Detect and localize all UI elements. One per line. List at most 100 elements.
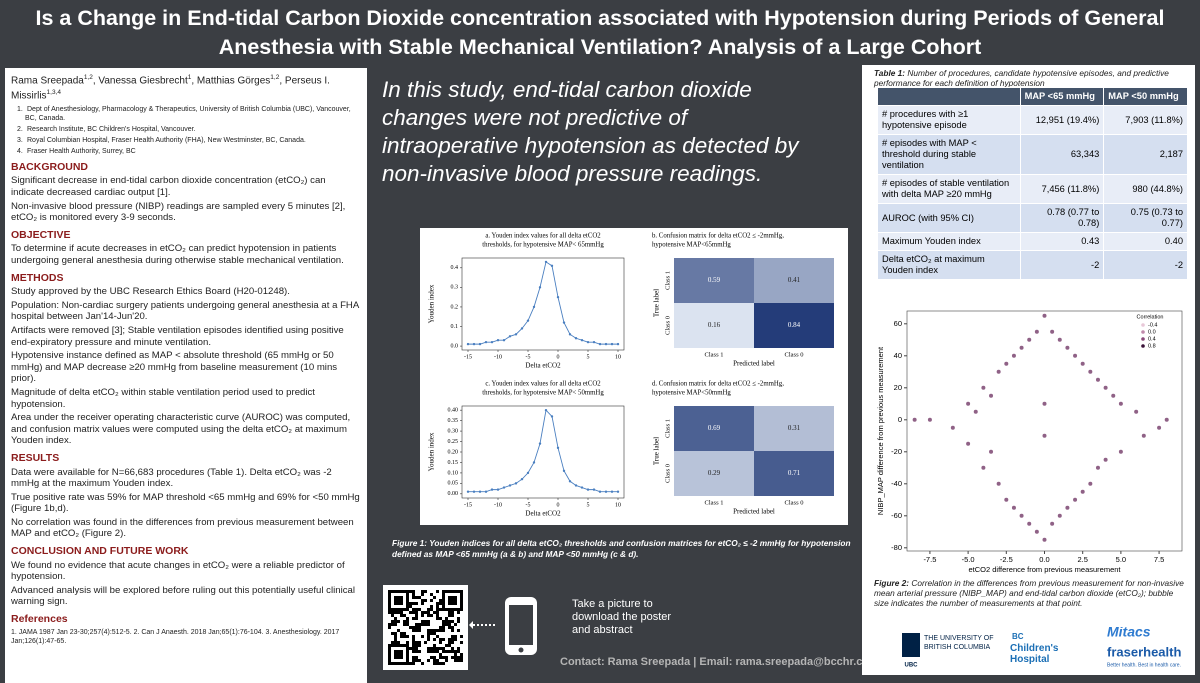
y-tick-label: -20 (891, 447, 902, 456)
qr-module (460, 656, 463, 659)
qr-module (400, 653, 403, 656)
qr-module (415, 614, 418, 617)
x-axis-label: etCO2 difference from previous measureme… (968, 565, 1121, 574)
qr-module (433, 650, 436, 653)
qr-module (451, 602, 454, 605)
qr-module (418, 596, 421, 599)
qr-module (406, 659, 409, 662)
table-row: AUROC (with 95% CI) 0.78 (0.77 to 0.78) 0.… (877, 203, 1188, 233)
qr-module (415, 617, 418, 620)
qr-module (388, 647, 391, 650)
qr-module (397, 653, 400, 656)
scatter-point (1057, 337, 1062, 342)
panel-title: hypotensive MAP<65mmHg (652, 242, 731, 249)
qr-module (397, 596, 400, 599)
qr-module (400, 650, 403, 653)
qr-module (397, 656, 400, 659)
scatter-point (1004, 497, 1009, 502)
y-tick-label: 60 (894, 319, 902, 328)
qr-module (391, 614, 394, 617)
qr-module (448, 602, 451, 605)
qr-module (415, 596, 418, 599)
qr-module (448, 614, 451, 617)
youden-point (592, 340, 596, 344)
y-axis-label: True label (653, 289, 661, 317)
cell-label: 0.16 (708, 321, 721, 329)
cell-label: 0.84 (788, 321, 801, 329)
qr-module (439, 626, 442, 629)
y-tick-label: 0.25 (448, 439, 459, 445)
table-cell: Maximum Youden index (877, 232, 1021, 251)
row-label: Class 1 (664, 271, 671, 290)
x-tick-label: -2.5 (1000, 555, 1013, 564)
qr-module (430, 599, 433, 602)
y-tick-label: 0.4 (451, 265, 459, 271)
qr-module (421, 635, 424, 638)
qr-module (460, 605, 463, 608)
qr-module (403, 632, 406, 635)
table-cell: -2 (1103, 250, 1188, 280)
cell-label: 0.69 (708, 424, 721, 432)
qr-module (394, 599, 397, 602)
qr-module (400, 602, 403, 605)
x-axis-label: Predicted label (733, 360, 775, 368)
y-tick-label: -40 (891, 479, 902, 488)
qr-module (418, 650, 421, 653)
qr-module (442, 647, 445, 650)
qr-module (442, 599, 445, 602)
y-tick-label: 0.0 (451, 343, 459, 349)
qr-module (439, 647, 442, 650)
qr-module (421, 611, 424, 614)
qr-module (439, 638, 442, 641)
qr-module (412, 638, 415, 641)
table-cell: 0.75 (0.73 to 0.77) (1103, 203, 1188, 233)
panel-title: d. Confusion matrix for delta etCO2 ≤ -2… (652, 381, 784, 388)
scatter-point (1042, 401, 1047, 406)
qr-module (454, 653, 457, 656)
table-cell: 0.40 (1103, 232, 1188, 251)
qr-module (388, 626, 391, 629)
scatter-point (950, 425, 955, 430)
y-tick-label: -60 (891, 511, 902, 520)
qr-module (445, 623, 448, 626)
affiliation-text: Research Institute, BC Children's Hospit… (27, 125, 196, 133)
legend-title: Correlation (1137, 314, 1164, 320)
youden-point (472, 490, 476, 493)
qr-module (409, 662, 412, 665)
qr-module (412, 629, 415, 632)
qr-module (433, 632, 436, 635)
qr-module (415, 626, 418, 629)
x-tick-label: -10 (494, 354, 502, 360)
qr-module (394, 590, 397, 593)
matrix-cell (754, 258, 834, 303)
cell-label: 0.41 (788, 276, 801, 284)
qr-module (445, 656, 448, 659)
youden-point (580, 339, 584, 342)
youden-point (508, 335, 512, 338)
affiliation-number: 4. (17, 147, 23, 155)
right-panel: Table 1: Number of procedures, candidate… (862, 65, 1195, 675)
scatter-point (1042, 537, 1047, 542)
qr-module (406, 599, 409, 602)
legend-label: 0.8 (1148, 343, 1156, 349)
x-tick-label: 7.5 (1154, 555, 1164, 564)
x-tick-label: 2.5 (1077, 555, 1087, 564)
scatter-point (1011, 505, 1016, 510)
x-tick-label: 0.0 (1039, 555, 1049, 564)
qr-module (406, 623, 409, 626)
qr-module (451, 620, 454, 623)
qr-module (403, 662, 406, 665)
scatter-point (1080, 361, 1085, 366)
qr-module (388, 596, 391, 599)
youden-point (514, 333, 518, 336)
qr-module (427, 632, 430, 635)
qr-module (406, 593, 409, 596)
scatter-point (1034, 529, 1039, 534)
qr-module (451, 626, 454, 629)
affiliation: 4. Fraser Health Authority, Surrey, BC (11, 147, 361, 156)
qr-module (439, 629, 442, 632)
y-tick-label: 40 (894, 351, 902, 360)
qr-module (412, 596, 415, 599)
qr-module (406, 596, 409, 599)
qr-module (400, 599, 403, 602)
